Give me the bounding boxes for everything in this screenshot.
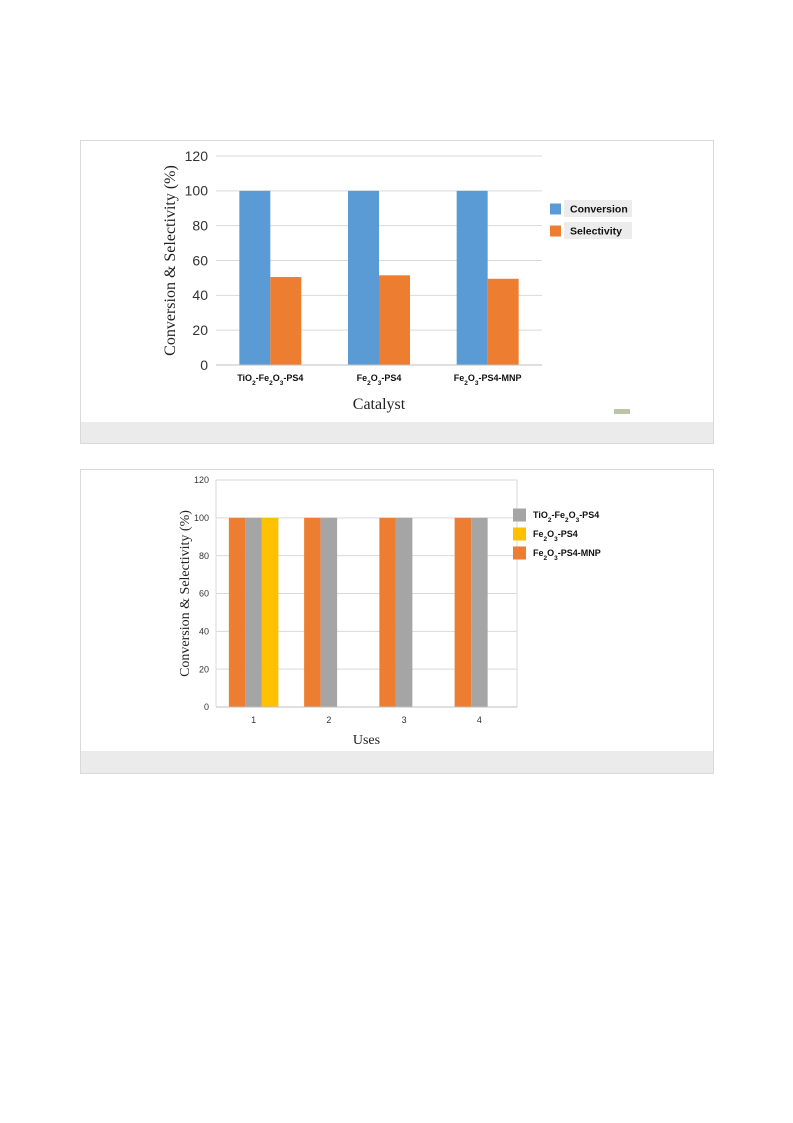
legend-swatch [513,546,526,560]
y-tick-label: 100 [185,183,209,199]
reuse-chart: 0 20 40 60 80 100 120 1 2 3 4 Uses Conversion & Sele… [178,475,601,748]
bar [261,517,279,707]
x-axis-label: Catalyst [353,396,406,413]
legend-swatch [550,203,561,215]
publisher-logo-icon [614,409,630,414]
y-axis-label: Conversion & Selectivity (%) [178,510,193,677]
bar [379,517,396,707]
x-tick-label: Fe2O3-PS4-MNP [454,373,522,387]
bar [487,278,519,365]
bar [228,517,246,707]
y-tick-label: 80 [199,551,209,561]
y-tick-label: 40 [192,287,208,303]
legend-label: Fe2O3-PS4-MNP [533,548,601,562]
legend-label: TiO2-Fe2O3-PS4 [533,510,599,524]
y-tick-label: 60 [199,589,209,599]
bar [245,517,262,707]
legend: Conversion Selectivity [550,200,632,239]
y-tick-label: 80 [192,218,208,234]
bar [348,190,379,365]
legend-swatch [550,225,561,237]
y-tick-label: 60 [192,252,208,268]
chart-panel-catalyst: 0 20 40 60 80 100 120 TiO2-Fe2O3-PS4 Fe2O3-PS4 Fe… [80,140,714,444]
bar [239,190,271,365]
legend-label: Selectivity [570,226,622,238]
chart-panel-uses: 0 20 40 60 80 100 120 1 2 3 4 Uses Conversion & Sele… [80,469,714,774]
legend: TiO2-Fe2O3-PS4 Fe2O3-PS4 Fe2O3-PS4-MNP [513,508,601,562]
bar [270,277,302,365]
y-tick-label: 100 [194,513,209,523]
legend-label: Fe2O3-PS4 [533,529,578,543]
y-tick-label: 0 [204,702,209,712]
bar [454,517,472,707]
y-tick-label: 120 [185,148,209,164]
x-tick-label: 3 [402,715,407,725]
x-tick-label: TiO2-Fe2O3-PS4 [237,373,303,387]
y-tick-label: 0 [200,357,208,373]
x-tick-label: 1 [251,715,256,725]
panel-caption-bar [81,422,713,443]
legend-swatch [513,527,526,541]
x-axis-label: Uses [353,733,380,748]
legend-label: Conversion [570,204,628,216]
x-tick-label: 2 [326,715,331,725]
legend-label-bg [564,222,632,239]
y-tick-label: 20 [199,664,209,674]
bar [395,517,413,707]
bar [320,517,338,707]
y-tick-label: 120 [194,475,209,485]
bars [228,517,488,707]
y-axis-label: Conversion & Selectivity (%) [162,165,179,356]
bar [456,190,488,365]
y-tick-label: 40 [199,626,209,636]
legend-label-bg [564,200,632,217]
bar [379,275,410,365]
legend-swatch [513,508,526,522]
bar [471,517,488,707]
bar [304,517,321,707]
x-tick-label: Fe2O3-PS4 [357,373,402,387]
bars [239,190,519,365]
y-tick-label: 20 [192,322,208,338]
panel-caption-bar [81,751,713,773]
catalyst-chart: 0 20 40 60 80 100 120 TiO2-Fe2O3-PS4 Fe2O3-PS4 Fe… [162,148,632,413]
x-tick-label: 4 [477,715,482,725]
